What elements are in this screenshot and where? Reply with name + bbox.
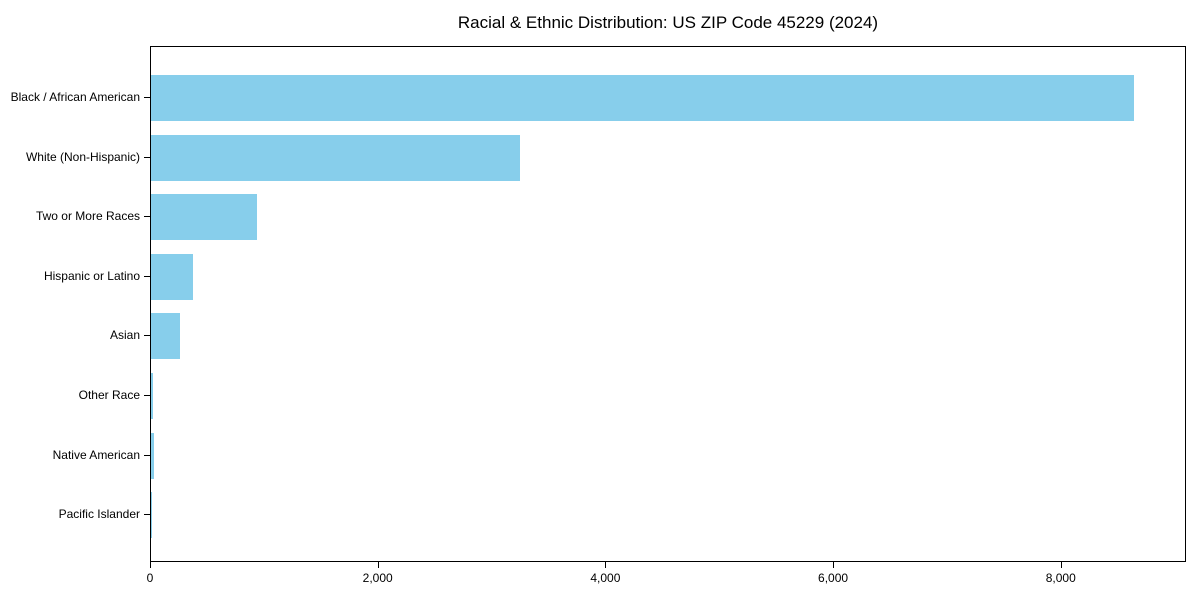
bar [151, 134, 521, 181]
y-axis-category-label: Native American [52, 447, 140, 462]
y-axis-category-label: Pacific Islander [58, 507, 140, 522]
y-axis-tick [144, 156, 150, 158]
x-axis-tick [377, 562, 379, 568]
y-axis-tick [144, 216, 150, 218]
x-axis-tick [605, 562, 607, 568]
y-axis-category-label: White (Non-Hispanic) [25, 149, 140, 164]
y-axis-tick [144, 97, 150, 98]
y-axis-category-label: Other Race [78, 388, 140, 402]
y-axis-category-label: Black / African American [10, 90, 140, 104]
y-axis-tick [144, 514, 150, 516]
x-axis-tick-label: 0 [146, 571, 154, 585]
bar [151, 313, 180, 360]
y-axis-tick [144, 335, 150, 337]
y-axis-category-label: Asian [109, 328, 140, 343]
y-axis-category-label: Two or More Races [35, 209, 140, 224]
x-axis-tick [150, 562, 151, 568]
bar [151, 194, 257, 241]
x-axis-tick-label: 6,000 [818, 571, 849, 585]
y-axis-tick [144, 395, 150, 396]
x-axis-tick [833, 562, 835, 568]
bar [151, 253, 194, 300]
y-axis-tick [144, 454, 150, 456]
y-axis-tick [144, 275, 150, 277]
y-axis-category-label: Hispanic or Latino [43, 268, 140, 283]
bar [151, 75, 1134, 121]
bar [151, 432, 154, 479]
x-axis-tick [1060, 562, 1062, 568]
bar [151, 373, 154, 419]
x-axis-tick-label: 8,000 [1045, 571, 1076, 585]
x-axis-tick-label: 4,000 [590, 571, 621, 585]
chart-title: Racial & Ethnic Distribution: US ZIP Cod… [457, 13, 879, 32]
plot-area [150, 46, 1186, 562]
x-axis-tick-label: 2,000 [362, 571, 393, 585]
